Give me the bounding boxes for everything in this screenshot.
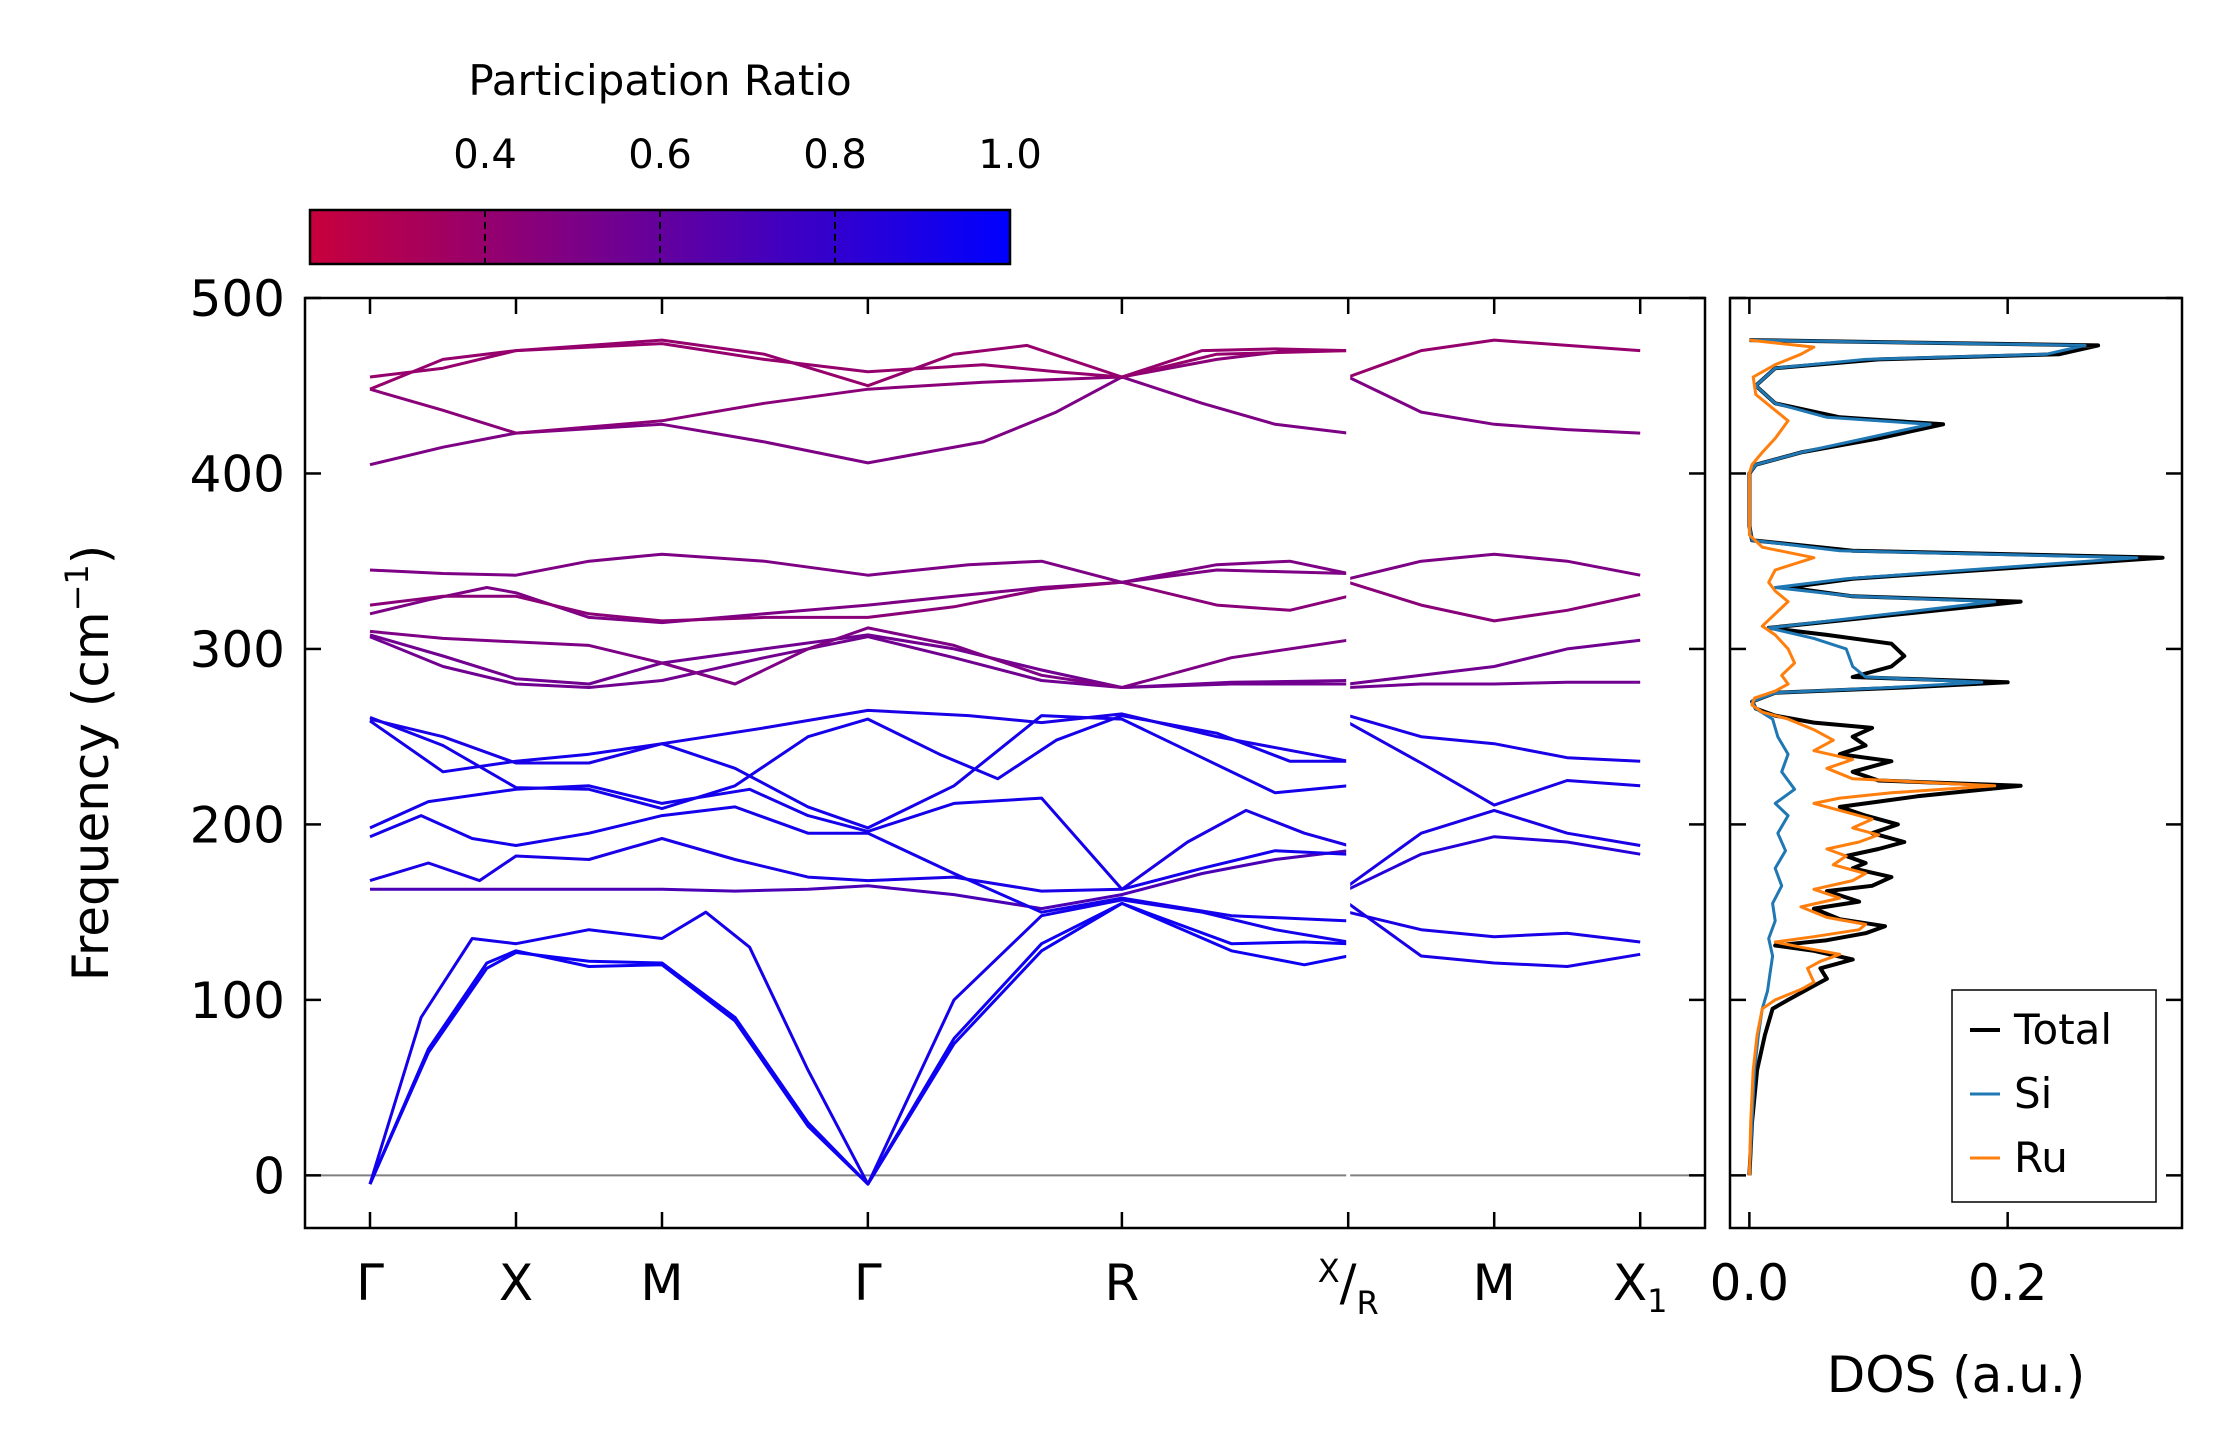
k-label-bottom: R (1356, 1284, 1378, 1322)
phonon-branch (368, 901, 1349, 1186)
k-point-label-0: Γ (356, 1254, 384, 1312)
dos-lines (1747, 338, 2165, 1176)
dos-legend: Total Si Ru (1951, 989, 2157, 1203)
y-tick-label-1: 100 (190, 972, 285, 1030)
phonon-branch (369, 808, 1349, 893)
segment-break-gap (1346, 316, 1351, 1210)
phonon-branch (369, 714, 1349, 830)
colorbar-tick-label-3: 1.0 (978, 132, 1042, 178)
k-label-sub: 1 (1647, 1282, 1667, 1320)
k-label-main: M (1473, 1254, 1516, 1312)
phonon-branch (1347, 552, 1641, 581)
phonon-branch (369, 342, 1349, 391)
phonon-branch (1347, 714, 1641, 763)
k-label-top: X (1318, 1252, 1340, 1290)
y-label-main: Frequency (cm (62, 611, 120, 981)
k-point-label-3: Γ (854, 1254, 882, 1312)
phonon-branch (1347, 375, 1641, 435)
y-tick-label-4: 400 (190, 445, 285, 503)
y-label-end: ) (62, 545, 120, 565)
y-tick-label-3: 300 (190, 621, 285, 679)
k-label-main: R (1105, 1254, 1140, 1312)
k-point-label-4: R (1105, 1254, 1140, 1312)
dos-x-axis-label: DOS (a.u.) (1827, 1346, 2086, 1404)
k-label-slash: / (1340, 1254, 1357, 1312)
legend-label-si: Si (2014, 1069, 2052, 1118)
band-frame (303, 296, 1707, 1230)
legend-box (1951, 989, 2157, 1203)
phonon-branch (1347, 580, 1641, 623)
phonon-branch (369, 580, 1349, 623)
phonon-branch (369, 349, 1349, 435)
dos-x-tick-label-1: 0.2 (1968, 1254, 2048, 1312)
phonon-branch (1348, 680, 1641, 689)
phonon-branch (370, 849, 1349, 911)
y-label-sup: −1 (58, 564, 96, 611)
band-lines (305, 316, 1705, 1210)
phonon-branch (369, 338, 1349, 388)
dos-axes: 0.0 0.2 (1710, 296, 2182, 1312)
phonon-branch (1347, 721, 1641, 807)
colorbar-tick-label-1: 0.6 (628, 132, 692, 178)
phonon-branch (369, 552, 1349, 584)
k-point-label-2: M (640, 1254, 683, 1312)
phonon-branch (368, 901, 1349, 1186)
phonon-branch (1347, 910, 1641, 944)
y-tick-label-5: 500 (190, 270, 285, 328)
k-label-main: X (1613, 1254, 1647, 1312)
dos-frame (1728, 296, 2184, 1230)
colorbar-tick-label-2: 0.8 (803, 132, 867, 178)
phonon-branch (369, 708, 1349, 765)
phonon-branch (369, 633, 1349, 689)
k-point-label-5: X/R (1318, 1252, 1379, 1322)
colorbar-tick-label-0: 0.4 (453, 132, 517, 178)
phonon-branch (369, 805, 1349, 923)
dos-series-ru (1747, 338, 1997, 1176)
phonon-branch (1347, 835, 1641, 891)
phonon-branch (1347, 808, 1641, 888)
dos-panel: 0.0 0.2 DOS (a.u.) Total Si Ru (1710, 296, 2184, 1404)
y-axis-label: Frequency (cm−1) (58, 545, 120, 982)
phonon-branch (1347, 338, 1641, 379)
phonon-branch (369, 375, 1349, 467)
k-point-label-1: X (499, 1254, 533, 1312)
colorbar-ticks: 0.4 0.6 0.8 1.0 (453, 132, 1042, 264)
k-label-main: X (499, 1254, 533, 1312)
k-label-main: Γ (356, 1254, 384, 1312)
phonon-branch (1347, 902, 1641, 968)
legend-label-ru: Ru (2014, 1133, 2068, 1182)
k-point-label-6: M (1473, 1254, 1516, 1312)
legend-label-total: Total (2013, 1005, 2112, 1054)
phonon-branch (1348, 638, 1641, 686)
k-point-label-7: X1 (1613, 1254, 1668, 1320)
colorbar: Participation Ratio 0.4 0.6 0.8 1.0 (308, 56, 1042, 266)
dos-x-tick-label-0: 0.0 (1710, 1254, 1790, 1312)
y-tick-label-2: 200 (190, 796, 285, 854)
phonon-branch (369, 714, 1349, 811)
colorbar-label: Participation Ratio (468, 56, 851, 105)
phonon-branch (368, 898, 1349, 1186)
phonon-branch (369, 626, 1349, 689)
k-label-main: M (640, 1254, 683, 1312)
dos-series-si (1747, 338, 2139, 1176)
k-label-main: Γ (854, 1254, 882, 1312)
y-tick-label-0: 0 (253, 1147, 285, 1205)
